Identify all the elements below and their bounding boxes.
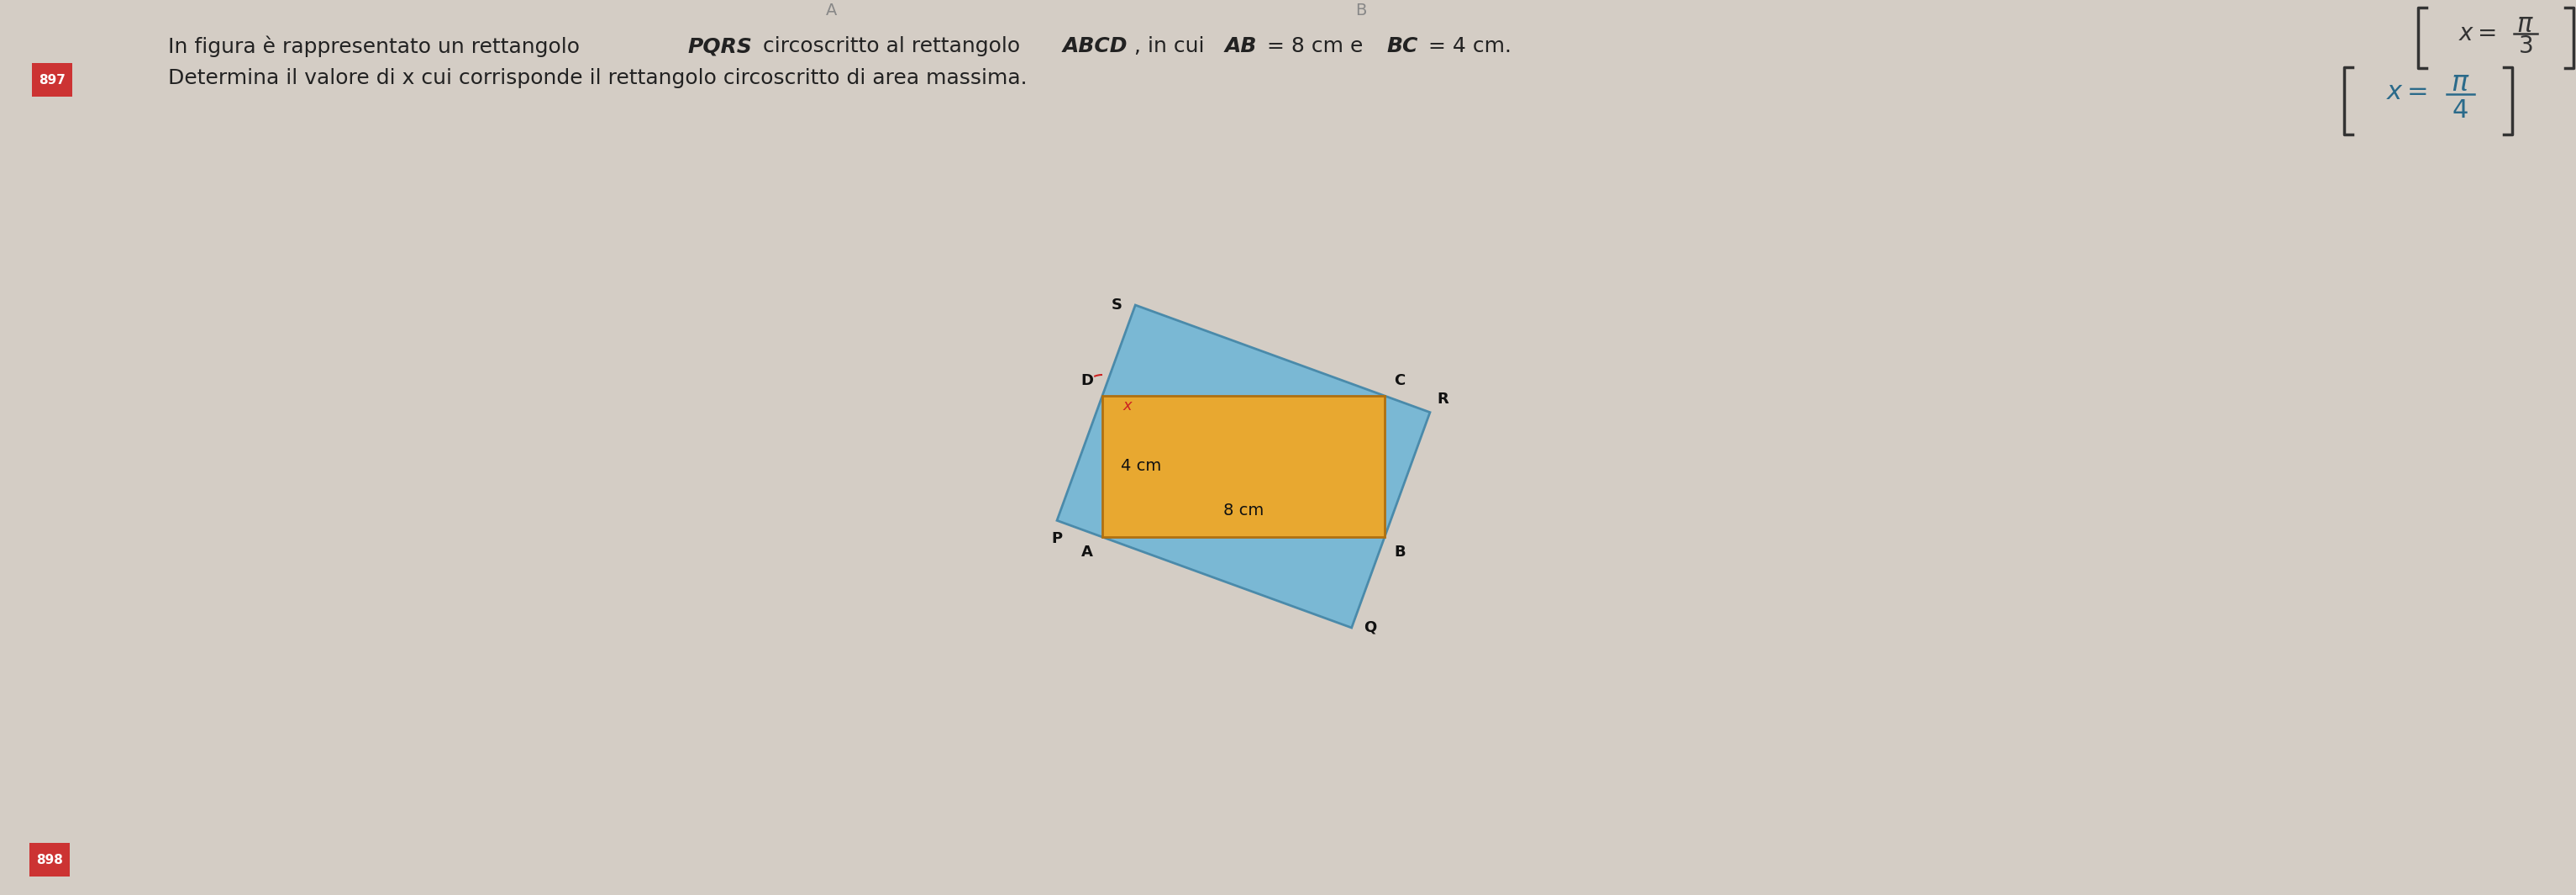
Text: R: R [1437, 392, 1448, 407]
Text: 4 cm: 4 cm [1121, 458, 1162, 474]
Text: B: B [1355, 3, 1368, 19]
Text: 8 cm: 8 cm [1224, 503, 1265, 518]
Text: $4$: $4$ [2452, 98, 2468, 124]
Text: $x =$: $x =$ [2458, 21, 2496, 46]
Text: S: S [1110, 297, 1123, 312]
Text: Q: Q [1363, 620, 1376, 635]
Text: $x =$: $x =$ [2385, 81, 2427, 105]
Text: P: P [1051, 532, 1061, 547]
Text: = 4 cm.: = 4 cm. [1422, 36, 1512, 56]
Polygon shape [1103, 396, 1386, 537]
Bar [31, 63, 72, 97]
Text: 897: 897 [39, 73, 64, 86]
Text: $\pi$: $\pi$ [2450, 69, 2470, 97]
Text: AB: AB [1226, 36, 1257, 56]
Text: $3$: $3$ [2519, 34, 2532, 58]
Text: D: D [1082, 373, 1092, 388]
Text: A: A [827, 3, 837, 19]
Text: circoscritto al rettangolo: circoscritto al rettangolo [757, 36, 1028, 56]
Text: B: B [1394, 544, 1406, 559]
Text: A: A [1082, 544, 1092, 559]
Polygon shape [1056, 305, 1430, 627]
Text: = 8 cm e: = 8 cm e [1260, 36, 1370, 56]
Text: 898: 898 [36, 854, 62, 866]
Text: x: x [1123, 398, 1131, 413]
Bar [28, 843, 70, 876]
Text: PQRS: PQRS [688, 36, 752, 56]
Text: C: C [1394, 373, 1406, 388]
Text: Determina il valore di x cui corrisponde il rettangolo circoscritto di area mass: Determina il valore di x cui corrisponde… [167, 68, 1028, 89]
Text: In figura è rappresentato un rettangolo: In figura è rappresentato un rettangolo [167, 36, 587, 57]
Text: $\pi$: $\pi$ [2517, 13, 2532, 37]
Text: , in cui: , in cui [1133, 36, 1211, 56]
Text: BC: BC [1386, 36, 1417, 56]
Text: ABCD: ABCD [1064, 36, 1128, 56]
